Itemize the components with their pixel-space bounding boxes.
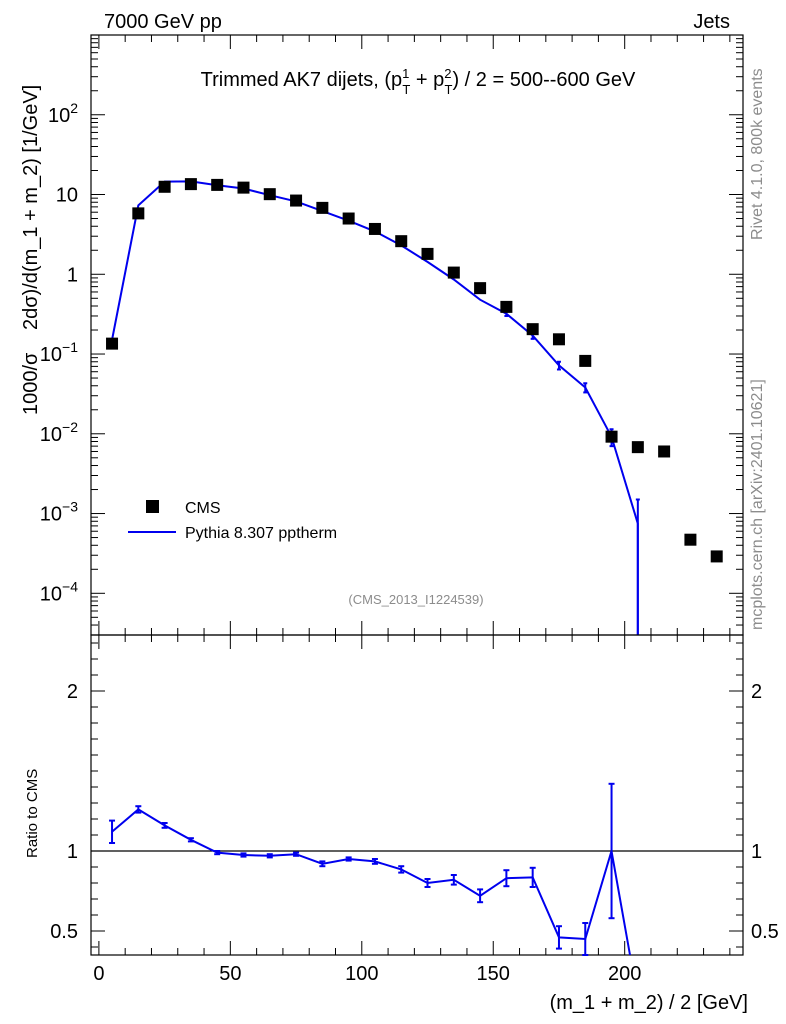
cms-data-point bbox=[421, 247, 434, 260]
ratio-y-tick-label-left: 1 bbox=[67, 841, 78, 863]
main-y-tick-label: 102 bbox=[48, 100, 78, 127]
legend-mc-label: Pythia 8.307 pptherm bbox=[185, 525, 337, 542]
ratio-panel-frame bbox=[90, 634, 744, 956]
title-sub2: T bbox=[445, 82, 453, 97]
cms-data-point bbox=[211, 178, 224, 191]
main-data-layer bbox=[106, 178, 723, 635]
main-y-axis-label-a: 1000/σ bbox=[20, 352, 42, 415]
mc-series-line bbox=[111, 180, 639, 635]
title-post: ) / 2 = 500--600 GeV bbox=[452, 69, 636, 91]
cms-data-point bbox=[184, 178, 197, 191]
legend-cms-label: CMS bbox=[185, 500, 221, 517]
main-panel-frame bbox=[90, 34, 744, 636]
cms-data-point bbox=[447, 266, 460, 279]
legend-cms-marker bbox=[146, 500, 159, 513]
cms-data-point bbox=[631, 441, 644, 454]
rivet-version-label: Rivet 4.1.0, 800k events bbox=[749, 68, 766, 240]
ratio-y-tick-label-left: 0.5 bbox=[50, 921, 78, 943]
ratio-y-tick-label-right: 2 bbox=[751, 681, 762, 703]
cms-data-point bbox=[579, 354, 592, 367]
analysis-id-annotation: (CMS_2013_I1224539) bbox=[348, 592, 483, 607]
cms-data-point bbox=[237, 181, 250, 194]
x-tick-label: 100 bbox=[345, 963, 378, 985]
cms-data-point bbox=[552, 333, 565, 346]
main-y-tick-label: 10−4 bbox=[40, 578, 78, 605]
mcplots-label: mcplots.cern.ch [arXiv:2401.10621] bbox=[749, 379, 766, 630]
x-axis-label: (m_1 + m_2) / 2 [GeV] bbox=[550, 992, 748, 1014]
cms-data-point bbox=[106, 337, 119, 350]
ratio-panel-ticks bbox=[91, 635, 743, 955]
cms-data-point bbox=[132, 207, 145, 220]
cms-data-point bbox=[158, 180, 171, 193]
cms-data-point bbox=[684, 533, 697, 546]
cms-data-point bbox=[263, 188, 276, 201]
cms-data-point bbox=[500, 300, 513, 313]
cms-data-point bbox=[526, 323, 539, 336]
ratio-series-line bbox=[111, 808, 631, 956]
cms-data-point bbox=[368, 222, 381, 235]
ratio-y-tick-label-right: 1 bbox=[751, 841, 762, 863]
ratio-data-layer bbox=[91, 782, 743, 956]
header-left: 7000 GeV pp bbox=[104, 11, 222, 33]
cms-data-point bbox=[342, 212, 355, 225]
x-tick-labels: 0 50 100 150 200 bbox=[93, 963, 641, 985]
cms-data-point bbox=[710, 550, 723, 563]
x-tick-label: 0 bbox=[93, 963, 104, 985]
cms-data-point bbox=[474, 282, 487, 295]
chart-title: Trimmed AK7 dijets, (p1 T + p2 T) / 2 = 50… bbox=[201, 66, 636, 97]
x-tick-label: 150 bbox=[477, 963, 510, 985]
main-y-tick-labels: 10−4 10−3 10−2 10−1 1 10 102 bbox=[40, 100, 78, 606]
title-sup1: 1 bbox=[402, 66, 409, 81]
x-tick-label: 200 bbox=[608, 963, 641, 985]
main-y-tick-label: 10−1 bbox=[40, 339, 78, 366]
main-y-tick-label: 10 bbox=[56, 185, 78, 207]
ratio-y-tick-labels: 0.5 0.5 1 1 2 2 bbox=[50, 681, 779, 943]
cms-data-point bbox=[395, 235, 408, 248]
cms-data-point bbox=[605, 430, 618, 443]
main-y-tick-label: 10−2 bbox=[40, 419, 78, 446]
title-sup2: 2 bbox=[444, 66, 451, 81]
title-sub1: T bbox=[402, 82, 410, 97]
main-panel-ticks bbox=[91, 34, 743, 636]
main-y-tick-label: 10−3 bbox=[40, 499, 78, 526]
ratio-y-tick-label-left: 2 bbox=[67, 681, 78, 703]
x-tick-label: 50 bbox=[219, 963, 241, 985]
title-mid: + p bbox=[410, 69, 444, 91]
header-right: Jets bbox=[693, 11, 730, 33]
legend: CMS Pythia 8.307 pptherm bbox=[128, 500, 337, 542]
main-y-tick-label: 1 bbox=[67, 264, 78, 286]
cms-data-point bbox=[290, 194, 303, 207]
ratio-y-axis-label: Ratio to CMS bbox=[24, 769, 41, 858]
title-pre: Trimmed AK7 dijets, (p bbox=[201, 69, 403, 91]
cms-data-point bbox=[316, 201, 329, 214]
main-y-axis-label-b: 2dσ)/d(m_1 + m_2) [1/GeV] bbox=[20, 85, 42, 330]
cms-data-point bbox=[658, 445, 671, 458]
ratio-y-tick-label-right: 0.5 bbox=[751, 921, 779, 943]
